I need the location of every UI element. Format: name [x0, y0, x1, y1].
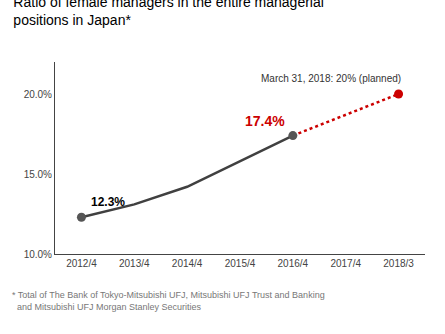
svg-text:2014/4: 2014/4	[172, 258, 203, 269]
svg-text:March 31, 2018: 20% (planned): March 31, 2018: 20% (planned)	[261, 73, 401, 84]
svg-text:2015/4: 2015/4	[225, 258, 256, 269]
svg-text:10.0%: 10.0%	[24, 249, 52, 260]
svg-text:2013/4: 2013/4	[119, 258, 150, 269]
svg-text:20.0%: 20.0%	[24, 89, 52, 100]
svg-text:2016/4: 2016/4	[278, 258, 309, 269]
svg-text:2012/4: 2012/4	[66, 258, 97, 269]
svg-text:2017/4: 2017/4	[330, 258, 361, 269]
svg-text:Ratio of female managers in th: Ratio of female managers in the entire m…	[13, 0, 324, 28]
svg-text:2018/3: 2018/3	[383, 258, 414, 269]
svg-text:17.4%: 17.4%	[245, 113, 285, 129]
svg-text:15.0%: 15.0%	[24, 169, 52, 180]
svg-text:* Total of The Bank of Tokyo-M: * Total of The Bank of Tokyo-Mitsubishi …	[12, 290, 325, 312]
svg-text:12.3%: 12.3%	[91, 195, 125, 209]
